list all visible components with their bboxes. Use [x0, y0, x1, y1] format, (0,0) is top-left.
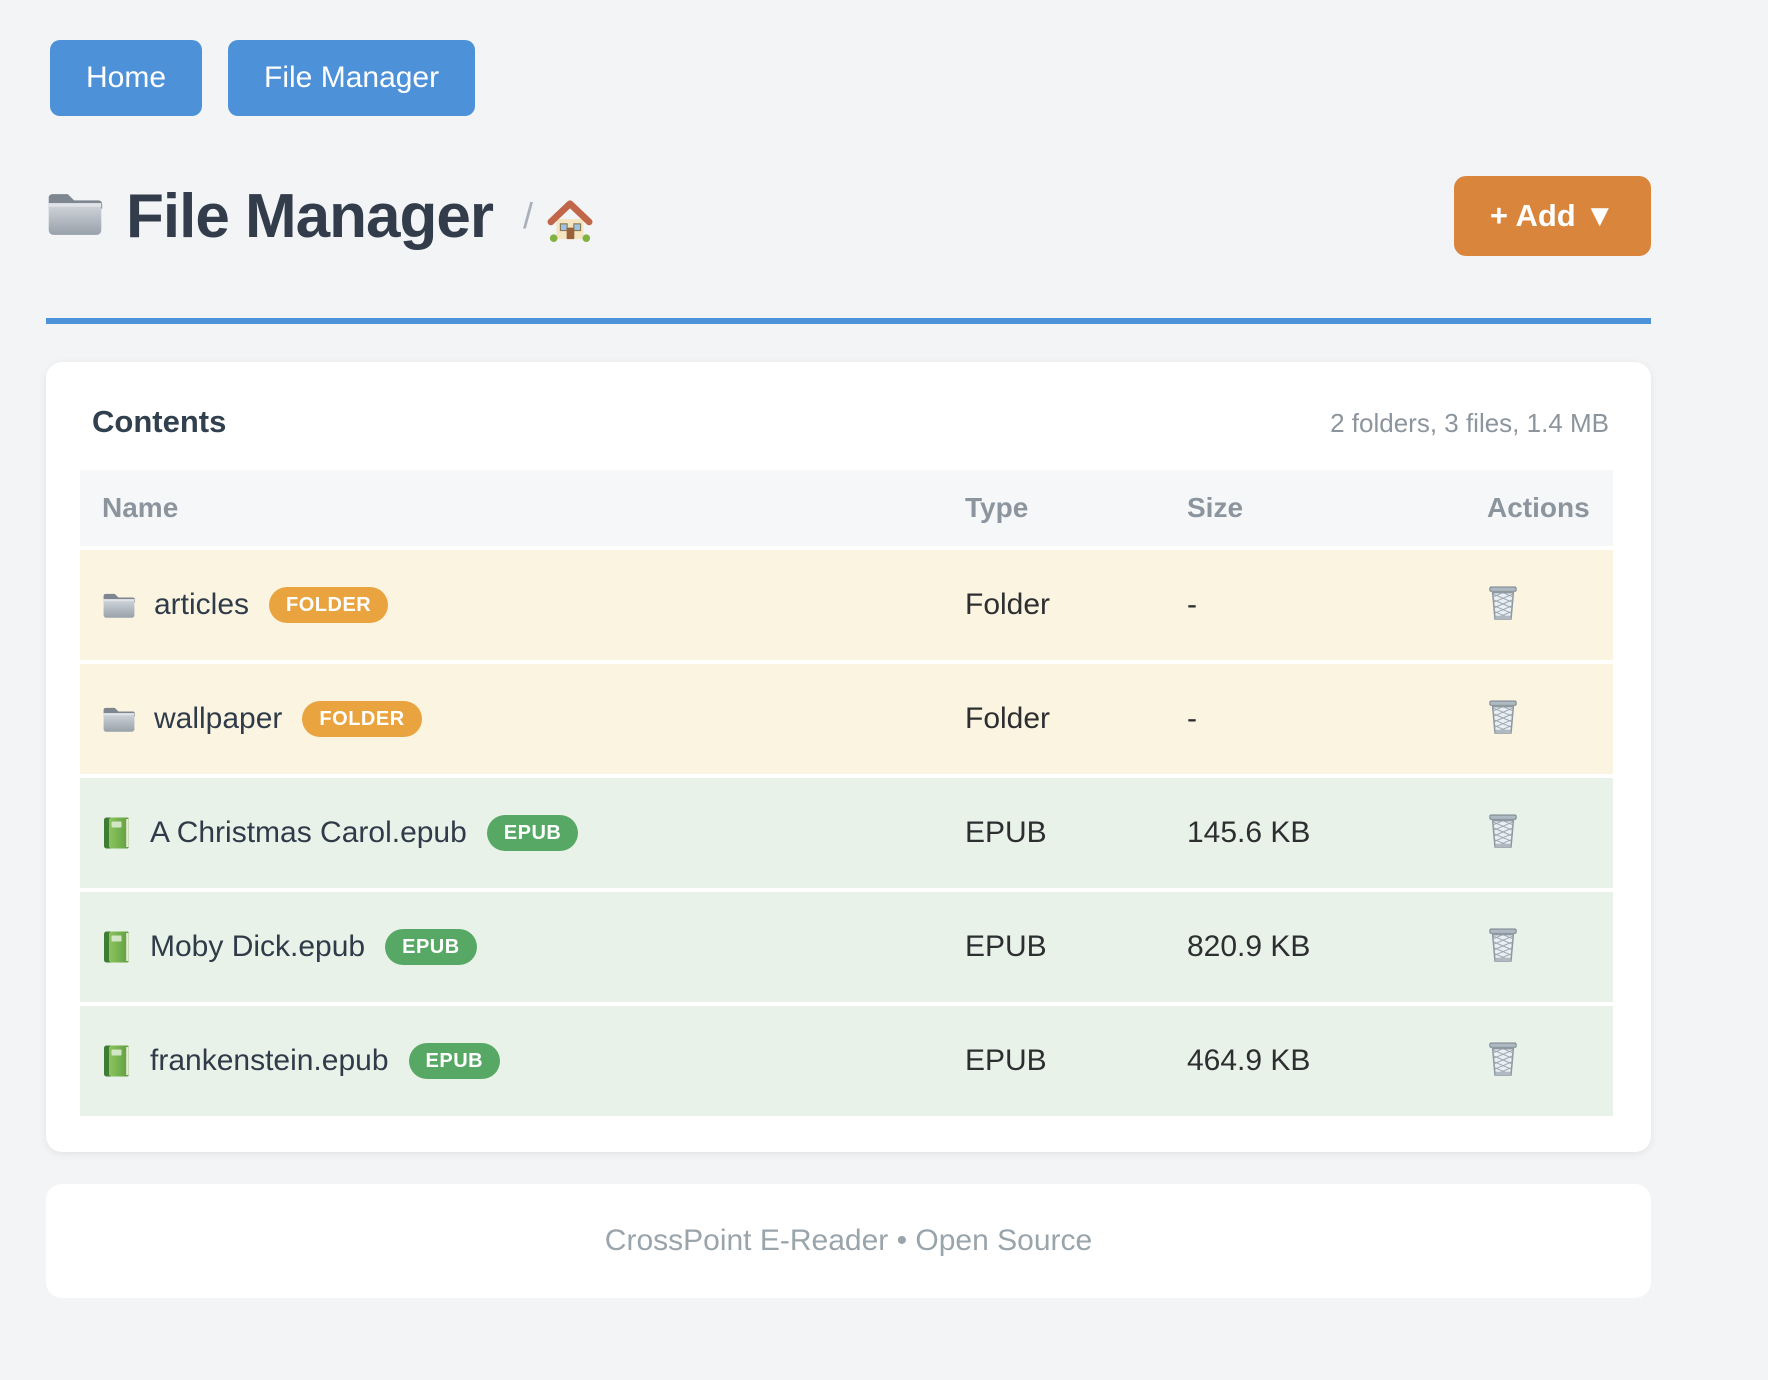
file-type-cell: EPUB: [965, 930, 1047, 963]
top-nav: Home File Manager: [50, 40, 1651, 116]
breadcrumb-separator: /: [523, 195, 534, 236]
table-row: articles FOLDER Folder -: [80, 546, 1613, 660]
footer-text: CrossPoint E-Reader • Open Source: [604, 1224, 1093, 1257]
page-title: File Manager: [126, 181, 494, 251]
file-name: A Christmas Carol.epub: [150, 816, 467, 849]
contents-card: Contents 2 folders, 3 files, 1.4 MB Name…: [46, 362, 1651, 1152]
file-type-badge: EPUB: [486, 815, 579, 851]
file-name-cell[interactable]: wallpaper FOLDER: [80, 701, 965, 737]
contents-summary: 2 folders, 3 files, 1.4 MB: [1330, 408, 1609, 438]
column-header-name: Name: [102, 492, 179, 523]
contents-title: Contents: [92, 404, 227, 439]
file-name-cell[interactable]: articles FOLDER: [80, 587, 965, 623]
green-book-icon: [102, 816, 132, 850]
trash-icon[interactable]: [1487, 1040, 1519, 1078]
trash-icon[interactable]: [1487, 584, 1519, 622]
file-actions-cell: [1467, 1040, 1613, 1083]
file-name: wallpaper: [154, 702, 283, 735]
file-size-cell: 145.6 KB: [1187, 816, 1311, 849]
file-type-badge: EPUB: [385, 929, 477, 965]
file-size-cell: 820.9 KB: [1187, 930, 1311, 963]
contents-card-header: Contents 2 folders, 3 files, 1.4 MB: [80, 404, 1613, 440]
home-icon[interactable]: [547, 197, 593, 246]
file-manager-nav-button[interactable]: File Manager: [228, 40, 476, 116]
green-book-icon: [102, 1044, 132, 1078]
folder-icon: [102, 705, 136, 734]
file-name: frankenstein.epub: [150, 1044, 389, 1077]
file-size-cell: -: [1187, 702, 1197, 735]
add-button[interactable]: + Add ▼: [1453, 176, 1651, 256]
table-row: wallpaper FOLDER Folder -: [80, 660, 1613, 774]
file-type-cell: Folder: [965, 588, 1051, 621]
trash-icon[interactable]: [1487, 812, 1519, 850]
file-name: articles: [154, 588, 250, 621]
footer-card: CrossPoint E-Reader • Open Source: [46, 1184, 1651, 1298]
file-actions-cell: [1467, 926, 1613, 969]
home-nav-button[interactable]: Home: [50, 40, 203, 116]
page-header: File Manager / + Add ▼: [46, 176, 1651, 256]
column-header-type: Type: [965, 492, 1029, 523]
column-header-actions: Actions: [1487, 492, 1590, 523]
file-table-header: Name Type Size Actions: [80, 470, 1613, 546]
file-manager-page: Home File Manager File Manager /: [46, 0, 1651, 1298]
column-header-size: Size: [1187, 492, 1244, 523]
file-type-cell: EPUB: [965, 1044, 1047, 1077]
table-row: frankenstein.epub EPUB EPUB 464.9 KB: [80, 1002, 1613, 1116]
file-name-cell[interactable]: frankenstein.epub EPUB: [80, 1043, 965, 1079]
file-type-badge: FOLDER: [302, 701, 422, 737]
file-type-cell: EPUB: [965, 816, 1047, 849]
file-name-cell[interactable]: A Christmas Carol.epub EPUB: [80, 815, 965, 851]
trash-icon[interactable]: [1487, 926, 1519, 964]
folder-icon: [102, 591, 136, 620]
file-size-cell: -: [1187, 588, 1197, 621]
file-name: Moby Dick.epub: [150, 930, 366, 963]
file-table: Name Type Size Actions: [80, 470, 1613, 1116]
table-row: A Christmas Carol.epub EPUB EPUB 145.6 K…: [80, 774, 1613, 888]
trash-icon[interactable]: [1487, 698, 1519, 736]
title-group: File Manager /: [46, 181, 593, 252]
table-row: Moby Dick.epub EPUB EPUB 820.9 KB: [80, 888, 1613, 1002]
file-table-body: articles FOLDER Folder -: [80, 546, 1613, 1116]
file-actions-cell: [1467, 584, 1613, 627]
file-name-cell[interactable]: Moby Dick.epub EPUB: [80, 929, 965, 965]
header-divider: [46, 318, 1651, 324]
file-actions-cell: [1467, 812, 1613, 855]
file-actions-cell: [1467, 698, 1613, 741]
file-type-badge: FOLDER: [269, 587, 389, 623]
file-type-cell: Folder: [965, 702, 1051, 735]
green-book-icon: [102, 930, 132, 964]
file-type-badge: EPUB: [408, 1043, 501, 1079]
file-size-cell: 464.9 KB: [1187, 1044, 1311, 1077]
folder-icon: [46, 189, 104, 244]
